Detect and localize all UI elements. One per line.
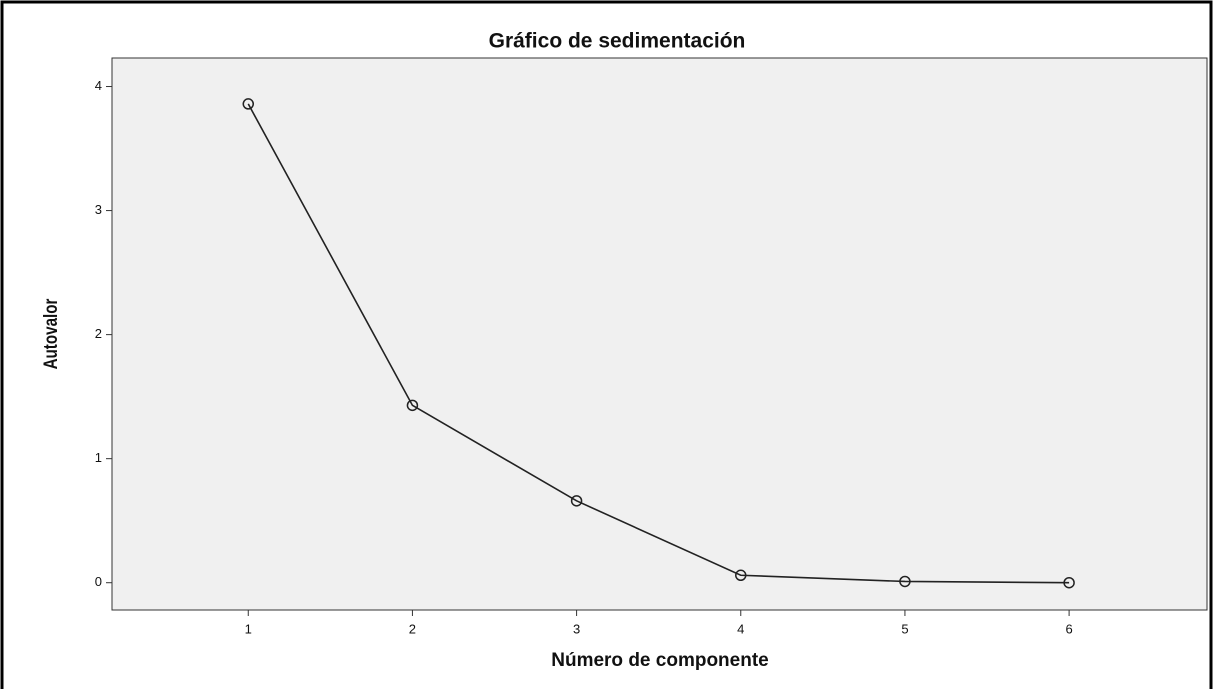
point-marker xyxy=(242,98,255,110)
y-tick-label: 1 xyxy=(95,450,102,465)
point-marker xyxy=(406,399,419,412)
point-marker xyxy=(570,495,583,507)
y-tick-label: 3 xyxy=(95,202,102,217)
point-marker xyxy=(735,569,747,582)
point-marker xyxy=(899,575,911,588)
x-tick-label: 3 xyxy=(573,621,580,636)
plot-area xyxy=(111,57,1208,611)
y-tick-label: 2 xyxy=(95,326,102,341)
y-tick-label: 0 xyxy=(95,574,102,589)
x-tick-label: 5 xyxy=(901,621,908,636)
y-axis-label: Autovalor xyxy=(39,298,61,369)
x-tick-label: 4 xyxy=(737,621,744,636)
x-axis-label: Número de componente xyxy=(551,650,768,671)
x-tick-label: 1 xyxy=(245,621,252,636)
x-tick-label: 6 xyxy=(1065,621,1072,636)
series-line xyxy=(247,103,1070,584)
x-tick-label: 2 xyxy=(409,621,416,636)
y-tick-label: 4 xyxy=(95,78,102,93)
point-marker xyxy=(1063,576,1075,589)
chart-title: Gráfico de sedimentación xyxy=(489,30,746,53)
